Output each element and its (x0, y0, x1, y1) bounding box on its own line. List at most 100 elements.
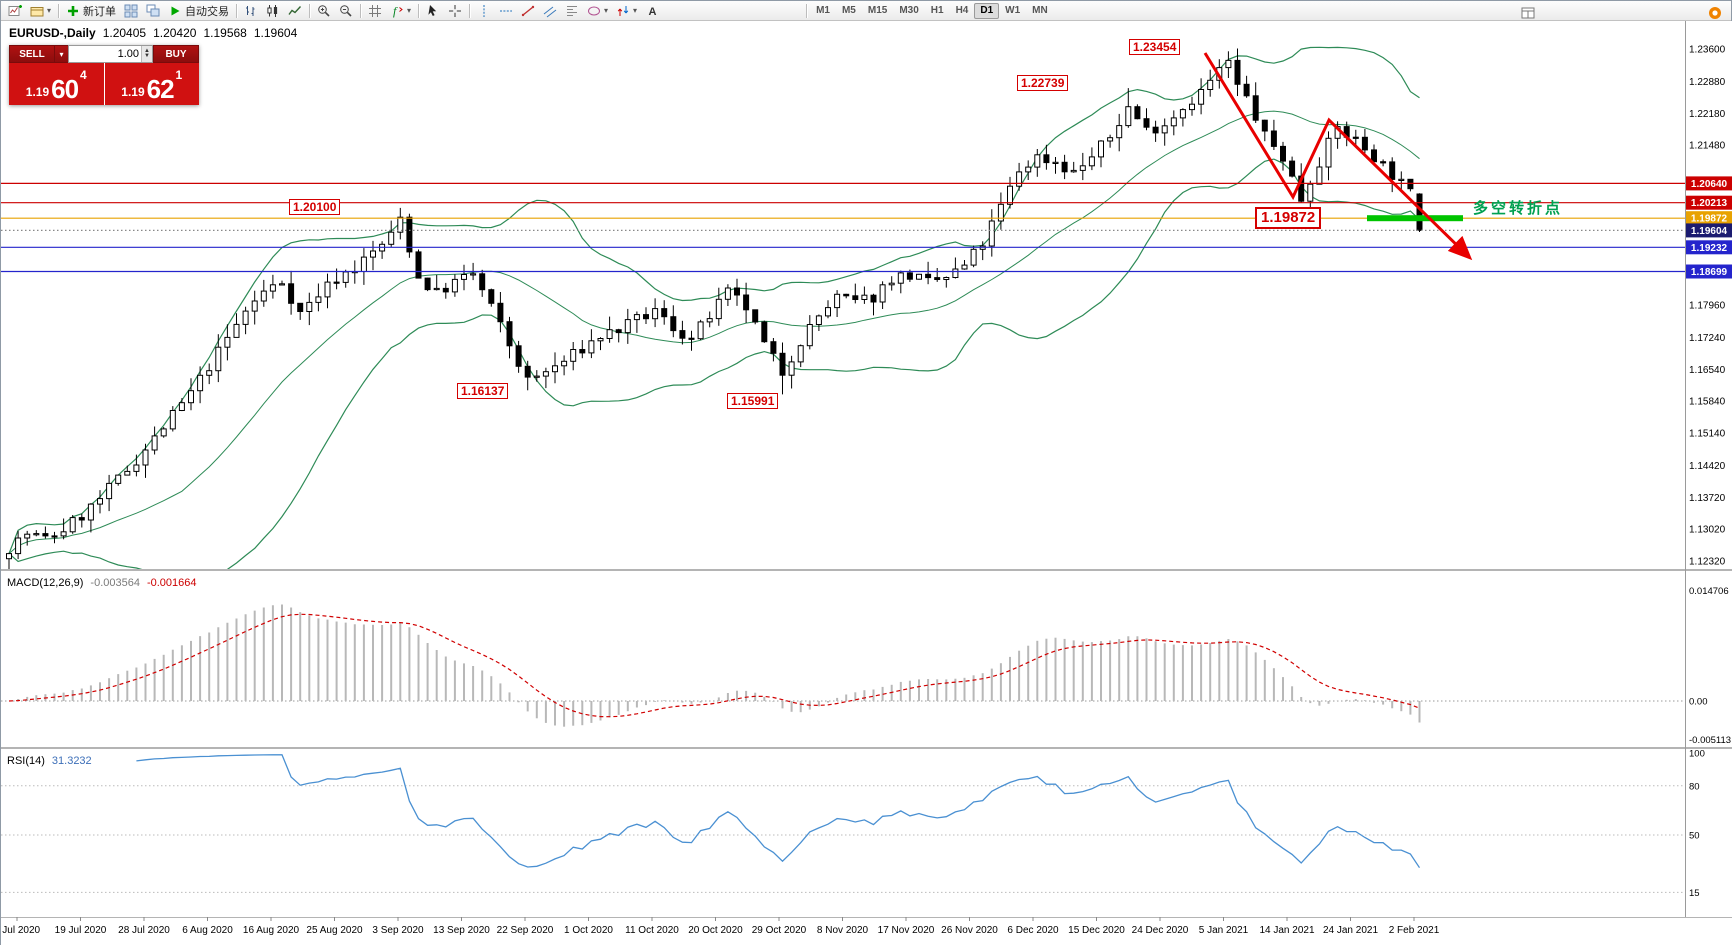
toolbar-separator (469, 3, 471, 18)
rsi-axis-label: 80 (1689, 781, 1700, 792)
bollinger-bands (8, 46, 1420, 569)
price-callout-label[interactable]: 1.23454 (1129, 39, 1181, 55)
community-button-icon (1709, 7, 1721, 19)
lot-spinner[interactable]: ▲ ▼ (141, 46, 152, 62)
price-callout-label[interactable]: 1.19872 (1255, 207, 1322, 229)
toolbar-separator (418, 3, 420, 18)
svg-text:A: A (649, 6, 657, 18)
chart-profiles-button[interactable]: ▾ (26, 2, 55, 20)
spinner-up-icon[interactable]: ▲ (144, 48, 150, 54)
grid-button[interactable] (364, 2, 386, 20)
timeframe-toolbar: M1 M5 M15 M30 H1 H4 D1 W1 MN (803, 2, 1054, 19)
horizontal-line-button[interactable] (495, 2, 517, 20)
price-callout-label[interactable]: 1.16137 (457, 383, 509, 399)
svg-text:1.18699: 1.18699 (1691, 267, 1728, 278)
price-axis-tag: 1.19604 (1686, 223, 1732, 238)
candlestick-chart-button[interactable] (262, 2, 284, 20)
sell-price-pips: 60 (51, 74, 79, 104)
timeframe-m15-button[interactable]: M15 (867, 5, 888, 16)
timeframe-m30-button[interactable]: M30 (899, 5, 919, 16)
price-axis-label: 1.16540 (1689, 365, 1726, 376)
timeframe-mn-button[interactable]: MN (1032, 5, 1048, 16)
time-axis-label: 6 Dec 2020 (1007, 925, 1059, 936)
panel-separator[interactable] (1, 747, 1732, 749)
line-chart-button[interactable] (284, 2, 306, 20)
grid-button-icon (369, 4, 382, 17)
support-zone-bar[interactable] (1367, 215, 1463, 222)
chevron-down-icon[interactable]: ▾ (604, 6, 609, 15)
price-axis-label: 1.13020 (1689, 525, 1726, 536)
timeframe-h4-button[interactable]: H4 (955, 5, 969, 16)
timeframe-d1-button[interactable]: D1 (974, 2, 1000, 19)
chevron-down-icon[interactable]: ▾ (633, 6, 638, 15)
trend-arrow[interactable] (1203, 52, 1473, 261)
trendline-button[interactable] (517, 2, 539, 20)
chevron-down-icon[interactable]: ▾ (407, 6, 412, 15)
buy-button[interactable]: BUY (153, 45, 199, 63)
toolbar-separator (806, 3, 808, 18)
text-label-button[interactable]: A (641, 2, 663, 20)
macd-histogram (17, 604, 1421, 727)
new-chart-button[interactable] (4, 2, 26, 20)
macd-indicator-label: MACD(12,26,9) -0.003564 -0.001664 (7, 577, 197, 589)
shapes-button[interactable]: ▾ (583, 2, 612, 20)
main-toolbar: ▾ 新订单 自动交易 f ▾ ▾ ▾ A M1 M5 M15 M30 H1 H4 D1 W1 MN (1, 1, 1731, 21)
symbol-period-label: EURUSD-,Daily (9, 26, 96, 40)
price-callout-label[interactable]: 1.22739 (1017, 75, 1069, 91)
sell-button[interactable]: SELL (9, 45, 55, 63)
chart-background (1, 21, 1732, 945)
channel-button[interactable] (539, 2, 561, 20)
new-order-button[interactable]: 新订单 (62, 2, 120, 20)
vertical-line-button-icon (483, 4, 485, 17)
timeframe-m1-button[interactable]: M1 (816, 5, 830, 16)
chart-profiles-button-icon (30, 6, 44, 16)
arrows-button[interactable]: ▾ (612, 2, 641, 20)
ohlc-low: 1.19568 (203, 26, 247, 40)
time-axis-label: 6 Aug 2020 (182, 925, 233, 936)
fibonacci-button[interactable] (561, 2, 583, 20)
spinner-down-icon[interactable]: ▼ (144, 53, 150, 59)
zoom-out-button[interactable] (335, 2, 357, 20)
toolbar-separator (236, 3, 238, 18)
buy-price-pips: 62 (146, 74, 175, 104)
ohlc-open: 1.20405 (102, 26, 147, 40)
price-axis-label: 1.13720 (1689, 493, 1726, 504)
price-callout-label[interactable]: 1.15991 (727, 393, 779, 409)
price-axis-label: 1.22880 (1689, 77, 1726, 88)
timeframe-w1-button[interactable]: W1 (1005, 5, 1021, 16)
zoom-in-button[interactable] (313, 2, 335, 20)
price-axis-label: 1.17240 (1689, 333, 1726, 344)
tile-windows-button[interactable] (120, 2, 142, 20)
time-axis-label: 22 Sep 2020 (497, 925, 554, 936)
data-window-button[interactable] (1517, 4, 1539, 22)
indicators-button[interactable]: f ▾ (386, 2, 415, 20)
shapes-button-icon (588, 6, 601, 15)
panel-separator[interactable] (1, 569, 1732, 571)
toolbar-items: ▾ 新订单 自动交易 f ▾ ▾ ▾ A (4, 2, 663, 20)
timeframe-h1-button[interactable]: H1 (930, 5, 944, 16)
lot-size-input[interactable]: 1.00 ▲ ▼ (68, 45, 153, 63)
chevron-down-icon[interactable]: ▾ (47, 6, 52, 15)
price-axis-label: 1.23600 (1689, 45, 1726, 56)
svg-text:1.19604: 1.19604 (1691, 226, 1728, 237)
community-button[interactable] (1704, 4, 1726, 22)
time-axis-label: 29 Oct 2020 (752, 925, 807, 936)
price-callout-label[interactable]: 1.20100 (289, 199, 341, 215)
oct-options-dropdown[interactable]: ▾ (55, 45, 68, 63)
sell-price-display[interactable]: 1.19 60 4 (9, 63, 105, 105)
vertical-line-button[interactable] (473, 2, 495, 20)
autotrading-button[interactable]: 自动交易 (164, 2, 233, 20)
cascade-windows-button[interactable] (142, 2, 164, 20)
cursor-button[interactable] (422, 2, 444, 20)
time-axis-label: 13 Sep 2020 (433, 925, 490, 936)
crosshair-button[interactable] (444, 2, 466, 20)
time-axis-label: 14 Jan 2021 (1259, 925, 1314, 936)
bar-chart-button[interactable] (240, 2, 262, 20)
turning-point-label[interactable]: 多空转折点 (1473, 200, 1564, 217)
fibonacci-button-icon (567, 5, 578, 16)
cascade-windows-button-icon (146, 4, 160, 16)
timeframe-m5-button[interactable]: M5 (841, 5, 856, 16)
price-axis-label: 1.15840 (1689, 397, 1726, 408)
time-axis-label: 26 Nov 2020 (941, 925, 998, 936)
buy-price-display[interactable]: 1.19 62 1 (104, 63, 199, 105)
